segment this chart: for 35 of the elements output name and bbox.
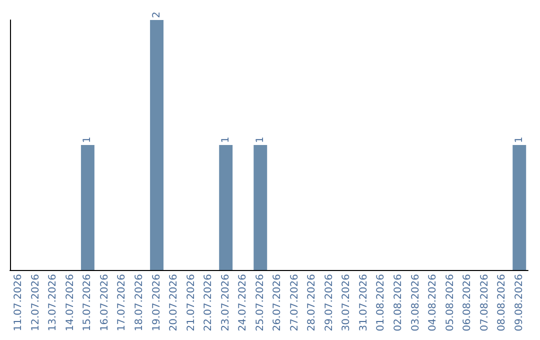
- x-tick-label: 16.07.2026: [99, 274, 110, 332]
- x-tick-label: 30.07.2026: [341, 274, 352, 332]
- data-label: 1: [254, 136, 266, 143]
- data-label: 1: [82, 136, 94, 143]
- x-tick-label: 26.07.2026: [272, 274, 284, 332]
- x-tick-label: 07.08.2026: [479, 274, 490, 332]
- x-tick-label: 31.07.2026: [358, 274, 370, 332]
- data-label: 2: [151, 12, 162, 18]
- x-tick-label: 18.07.2026: [134, 274, 145, 332]
- x-tick-label: 28.07.2026: [306, 274, 318, 332]
- x-tick-label: 24.07.2026: [238, 274, 249, 332]
- x-tick-label: 25.07.2026: [254, 274, 266, 332]
- x-tick-label: 02.08.2026: [393, 274, 404, 332]
- x-tick-label: 23.07.2026: [220, 274, 232, 332]
- x-tick-label: 20.07.2026: [168, 274, 180, 332]
- x-tick-label: 14.07.2026: [64, 274, 76, 332]
- x-tick-label: 17.07.2026: [116, 274, 128, 332]
- x-tick-label: 19.07.2026: [151, 274, 162, 332]
- x-tick-label: 03.08.2026: [410, 274, 422, 332]
- x-tick-label: 04.08.2026: [428, 274, 439, 332]
- x-tick-label: 13.07.2026: [48, 274, 59, 332]
- x-tick-label: 09.08.2026: [514, 274, 525, 332]
- x-tick-label: 12.07.2026: [30, 274, 42, 332]
- x-tick-label: 06.08.2026: [462, 274, 474, 332]
- x-tick-label: 15.07.2026: [82, 274, 94, 332]
- x-tick-label: 11.07.2026: [13, 274, 24, 332]
- x-tick-label: 01.08.2026: [376, 274, 387, 332]
- x-tick-label: 27.07.2026: [289, 274, 300, 332]
- x-tick-label: 08.08.2026: [496, 274, 508, 332]
- data-label: 1: [514, 136, 525, 143]
- x-tick-label: 21.07.2026: [186, 274, 197, 332]
- data-label: 1: [220, 136, 232, 143]
- x-tick-label: 05.08.2026: [444, 274, 456, 332]
- x-tick-label: 22.07.2026: [203, 274, 214, 332]
- x-tick-label: 29.07.2026: [324, 274, 335, 332]
